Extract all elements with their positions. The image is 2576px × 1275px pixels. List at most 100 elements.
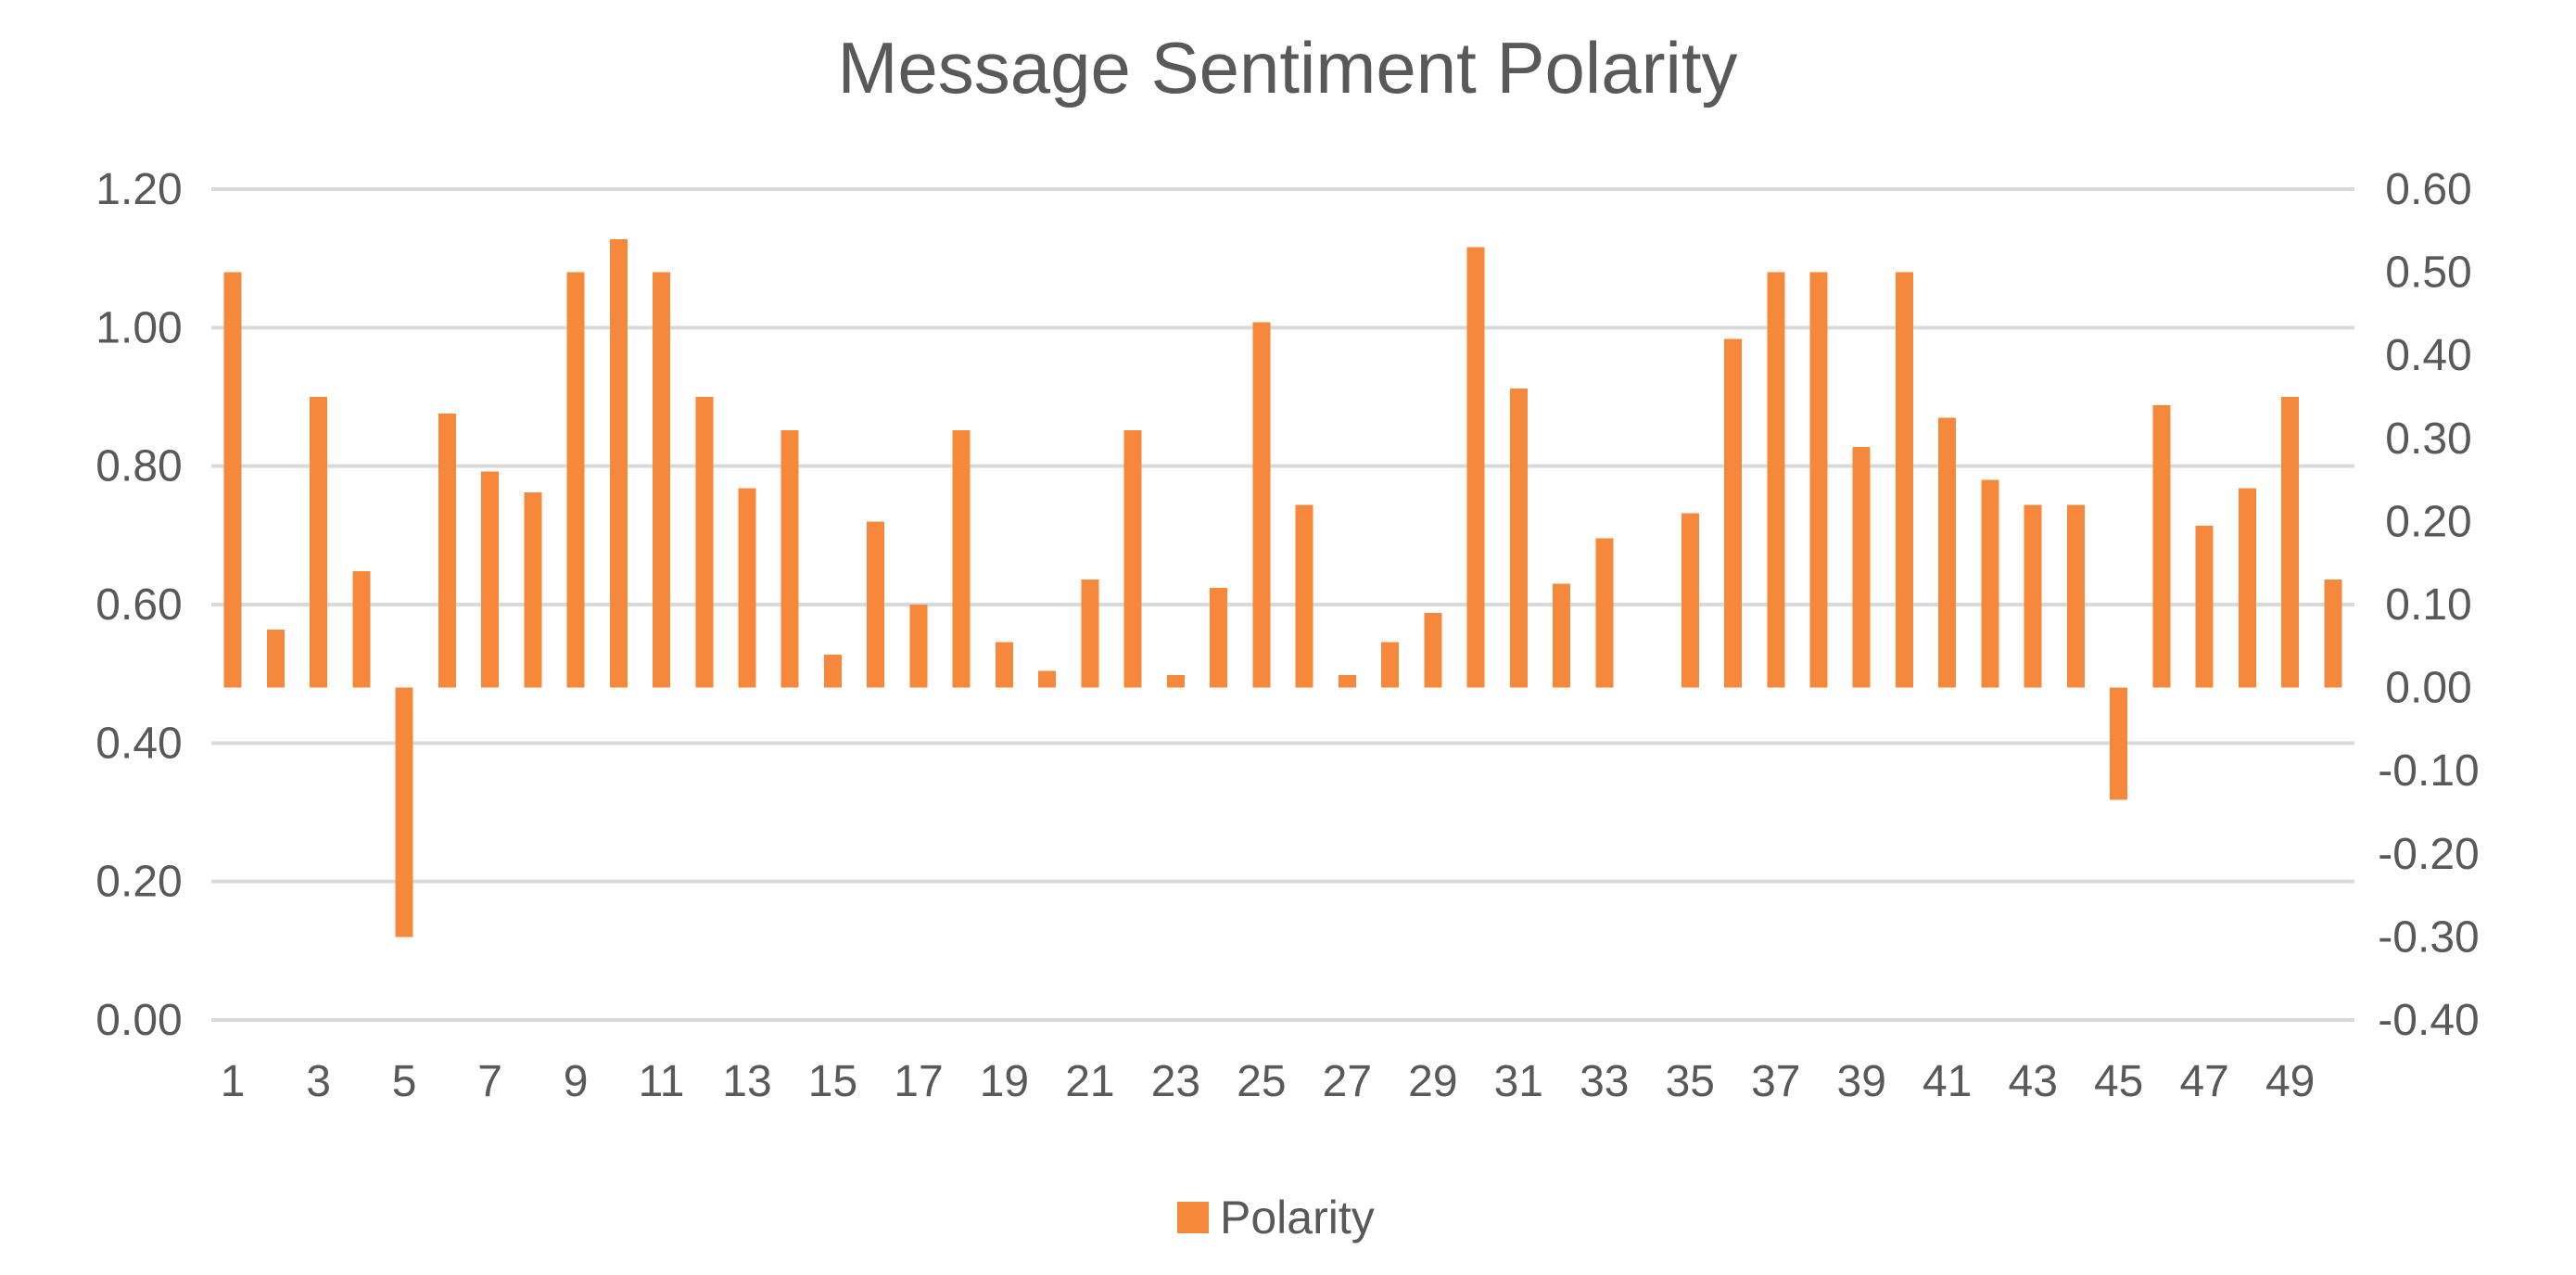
x-axis-tick-label: 19 [980, 1057, 1029, 1106]
right-axis-tick-label: 0.10 [2385, 580, 2471, 630]
bar-7 [481, 471, 500, 688]
x-axis-tick-label: 31 [1494, 1057, 1543, 1106]
bar-14 [780, 429, 799, 688]
right-axis-tick-label: -0.20 [2378, 830, 2479, 879]
bar-5 [395, 687, 413, 937]
x-axis-tick-label: 37 [1751, 1057, 1800, 1106]
bar-2 [266, 629, 285, 688]
right-axis-tick-label: 0.20 [2385, 497, 2471, 546]
right-axis-tick-label: 0.30 [2385, 414, 2471, 464]
left-axis-tick-label: 0.80 [95, 442, 182, 491]
bar-20 [1038, 670, 1057, 688]
bar-48 [2238, 488, 2256, 688]
x-axis-tick-label: 25 [1237, 1057, 1286, 1106]
bar-22 [1123, 429, 1142, 688]
x-axis-tick-label: 5 [392, 1057, 417, 1106]
bar-38 [1809, 272, 1828, 688]
bar-35 [1681, 513, 1699, 688]
bar-42 [1981, 479, 1999, 688]
left-axis-tick-label: 0.40 [95, 719, 182, 768]
x-axis-tick-label: 33 [1580, 1057, 1629, 1106]
bar-46 [2152, 404, 2171, 688]
x-axis-tick-label: 43 [2009, 1057, 2058, 1106]
x-axis-tick-label: 39 [1837, 1057, 1886, 1106]
x-axis-tick-label: 27 [1323, 1057, 1372, 1106]
x-axis-tick-label: 23 [1151, 1057, 1200, 1106]
left-axis-tick-label: 1.00 [95, 303, 182, 352]
bar-40 [1895, 272, 1913, 688]
bar-13 [738, 488, 756, 688]
right-axis-tick-label: 0.60 [2385, 165, 2471, 214]
left-axis-ticks: 0.00 0.20 0.40 0.60 0.80 1.00 1.20 [95, 165, 182, 1045]
x-axis-tick-label: 9 [564, 1057, 589, 1106]
x-axis-tick-label: 21 [1065, 1057, 1114, 1106]
bar-26 [1295, 504, 1313, 688]
chart-title: Message Sentiment Polarity [837, 27, 1737, 108]
right-axis-tick-label: -0.30 [2378, 912, 2479, 962]
bar-9 [566, 272, 585, 688]
legend: Polarity [1177, 1192, 1375, 1243]
bar-15 [823, 654, 842, 688]
x-axis-tick-label: 17 [894, 1057, 943, 1106]
x-axis-tick-label: 11 [639, 1057, 685, 1106]
bar-30 [1466, 247, 1485, 688]
right-axis-tick-label: -0.40 [2378, 996, 2479, 1045]
x-axis-tick-label: 13 [722, 1057, 771, 1106]
bar-6 [438, 413, 456, 688]
legend-swatch-polarity [1177, 1202, 1209, 1233]
x-axis-tick-label: 1 [221, 1057, 246, 1106]
bar-4 [352, 571, 371, 688]
bar-16 [867, 521, 885, 688]
x-axis-tick-label: 3 [306, 1057, 331, 1106]
bar-19 [995, 642, 1013, 688]
bar-50 [2324, 580, 2342, 688]
bar-21 [1081, 580, 1099, 688]
bar-12 [695, 397, 714, 688]
bar-1 [223, 272, 242, 688]
bar-43 [2024, 504, 2042, 688]
right-axis-tick-label: 0.00 [2385, 664, 2471, 713]
bar-3 [310, 397, 328, 688]
bar-8 [524, 492, 542, 688]
left-axis-tick-label: 0.20 [95, 858, 182, 907]
x-axis-tick-label: 35 [1666, 1057, 1715, 1106]
bar-41 [1938, 417, 1957, 688]
bar-17 [909, 605, 928, 688]
bar-36 [1724, 338, 1743, 688]
bar-25 [1252, 322, 1271, 688]
bar-32 [1553, 583, 1571, 688]
x-axis-tick-label: 7 [477, 1057, 502, 1106]
x-axis-tick-label: 45 [2094, 1057, 2143, 1106]
right-axis-tick-label: -0.10 [2378, 746, 2479, 796]
right-axis-tick-label: 0.50 [2385, 249, 2471, 298]
right-axis-tick-label: 0.40 [2385, 331, 2471, 380]
bar-23 [1166, 675, 1185, 688]
x-axis-tick-label: 47 [2179, 1057, 2228, 1106]
left-axis-tick-label: 0.00 [95, 996, 182, 1045]
x-axis-tick-label: 49 [2265, 1057, 2315, 1106]
bar-37 [1767, 272, 1785, 688]
bar-11 [653, 272, 671, 688]
bar-33 [1595, 538, 1614, 688]
bar-27 [1338, 675, 1356, 688]
bar-44 [2066, 504, 2085, 688]
x-axis-tick-label: 41 [1922, 1057, 1972, 1106]
bar-31 [1509, 389, 1528, 688]
bar-28 [1381, 642, 1400, 688]
right-axis-ticks: -0.40 -0.30 -0.20 -0.10 0.00 0.10 0.20 0.30 0.40… [2378, 165, 2479, 1045]
bar-47 [2195, 525, 2214, 688]
bar-49 [2281, 397, 2300, 688]
bar-29 [1424, 612, 1442, 688]
x-axis-tick-label: 29 [1408, 1057, 1457, 1106]
left-axis-tick-label: 1.20 [95, 165, 182, 214]
bar-24 [1210, 588, 1228, 688]
bar-45 [2110, 687, 2128, 800]
bar-18 [952, 429, 971, 688]
bars [223, 238, 2342, 937]
bar-10 [609, 238, 628, 688]
x-axis-tick-label: 15 [808, 1057, 857, 1106]
left-axis-tick-label: 0.60 [95, 580, 182, 630]
bar-39 [1852, 446, 1871, 688]
